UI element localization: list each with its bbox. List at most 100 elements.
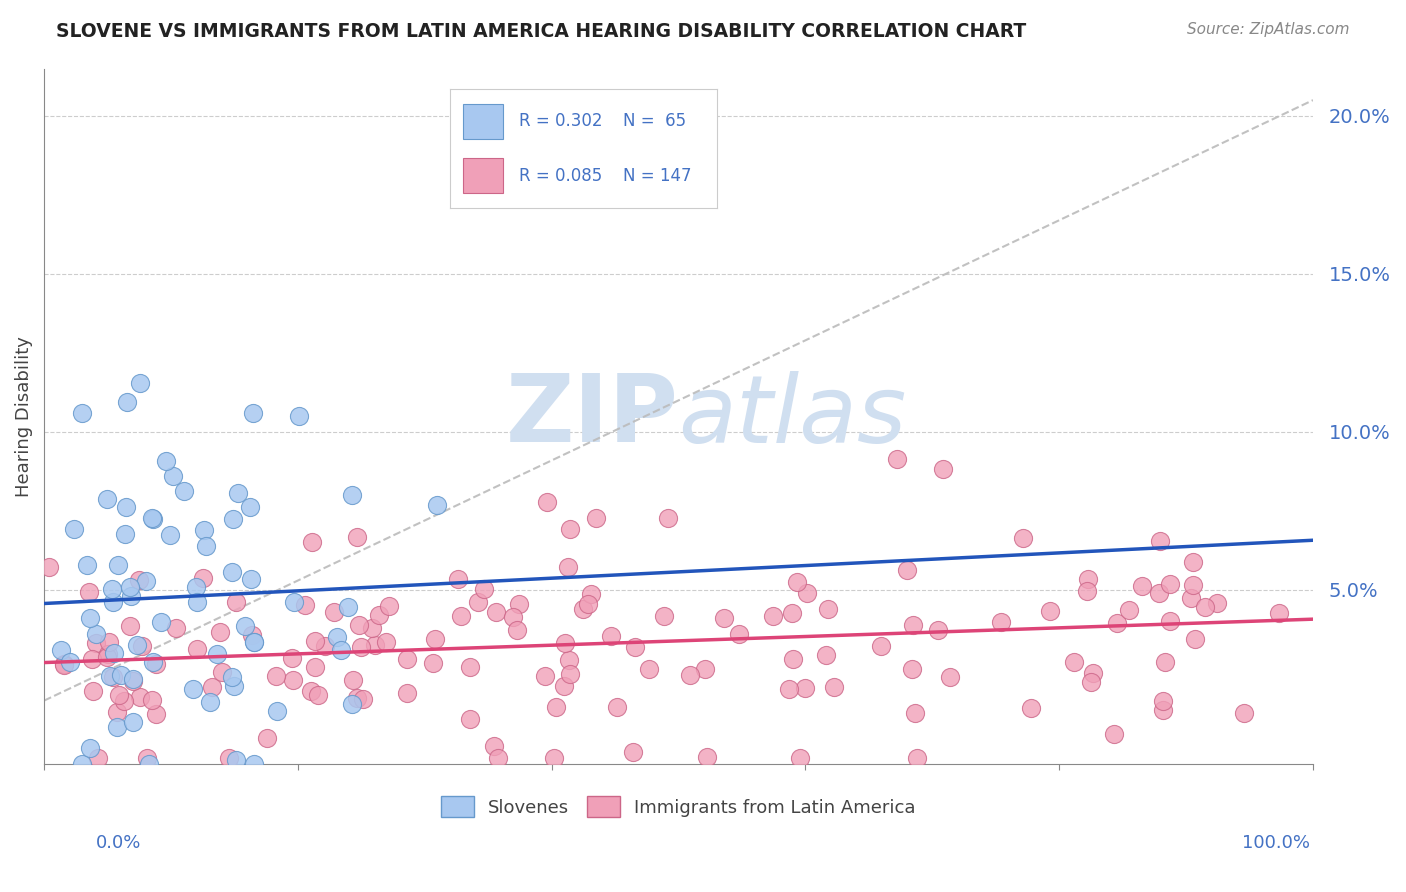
Point [904,706,927,720]
Point [145,657,167,671]
Point [266,704,288,718]
Point [242,634,264,648]
Point [1130,578,1153,592]
Point [86,636,108,650]
Point [474,582,496,597]
Point [340,698,363,712]
Point [560,666,582,681]
Point [638,662,661,676]
Point [38,560,60,574]
Point [869,639,891,653]
Point [205,647,228,661]
Point [1159,614,1181,628]
Point [79,611,101,625]
Point [352,691,374,706]
Point [105,720,128,734]
Point [1118,603,1140,617]
Point [657,511,679,525]
Point [53,657,76,672]
Point [121,672,143,686]
Point [360,621,382,635]
Point [120,590,142,604]
Point [281,673,304,687]
Point [346,691,368,706]
Point [165,621,187,635]
Point [195,539,218,553]
Point [558,522,581,536]
Point [606,699,628,714]
Point [226,485,249,500]
Point [713,611,735,625]
Point [823,680,845,694]
Point [374,634,396,648]
Point [135,574,157,588]
Point [72,406,94,420]
Point [307,688,329,702]
Point [96,649,118,664]
Y-axis label: Hearing Disability: Hearing Disability [15,335,32,497]
Point [159,528,181,542]
Point [558,653,581,667]
Point [211,665,233,680]
Point [128,573,150,587]
Point [101,670,124,684]
Point [460,660,482,674]
Point [1152,694,1174,708]
Point [554,636,576,650]
Point [762,608,785,623]
Point [901,662,924,676]
Point [239,573,262,587]
Point [426,498,449,512]
Point [299,684,322,698]
Point [127,638,149,652]
Point [122,673,145,688]
Point [1159,576,1181,591]
Point [225,753,247,767]
Point [218,750,240,764]
Point [82,683,104,698]
Point [314,640,336,654]
Point [108,688,131,702]
Point [896,563,918,577]
Point [1184,632,1206,647]
Point [107,558,129,572]
Text: 0.0%: 0.0% [96,834,141,852]
Point [138,756,160,771]
Point [304,633,326,648]
Point [283,594,305,608]
Point [186,595,208,609]
Point [447,573,470,587]
Point [288,409,311,423]
Point [693,661,716,675]
Point [502,610,524,624]
Point [782,652,804,666]
Point [87,750,110,764]
Point [1063,655,1085,669]
Point [193,523,215,537]
Point [62,522,84,536]
Point [1012,531,1035,545]
Point [181,682,204,697]
Point [225,595,247,609]
Point [1149,533,1171,548]
Point [256,731,278,745]
Point [536,495,558,509]
Point [97,647,120,661]
Point [346,530,368,544]
Point [112,694,135,708]
Point [186,641,208,656]
Point [322,605,344,619]
Point [579,586,602,600]
Point [1182,578,1205,592]
Point [796,585,818,599]
Point [467,595,489,609]
Point [1152,703,1174,717]
Point [340,488,363,502]
Point [886,452,908,467]
Point [1154,655,1177,669]
Point [209,624,232,639]
Point [221,670,243,684]
Point [939,670,962,684]
Point [242,627,264,641]
Point [281,651,304,665]
